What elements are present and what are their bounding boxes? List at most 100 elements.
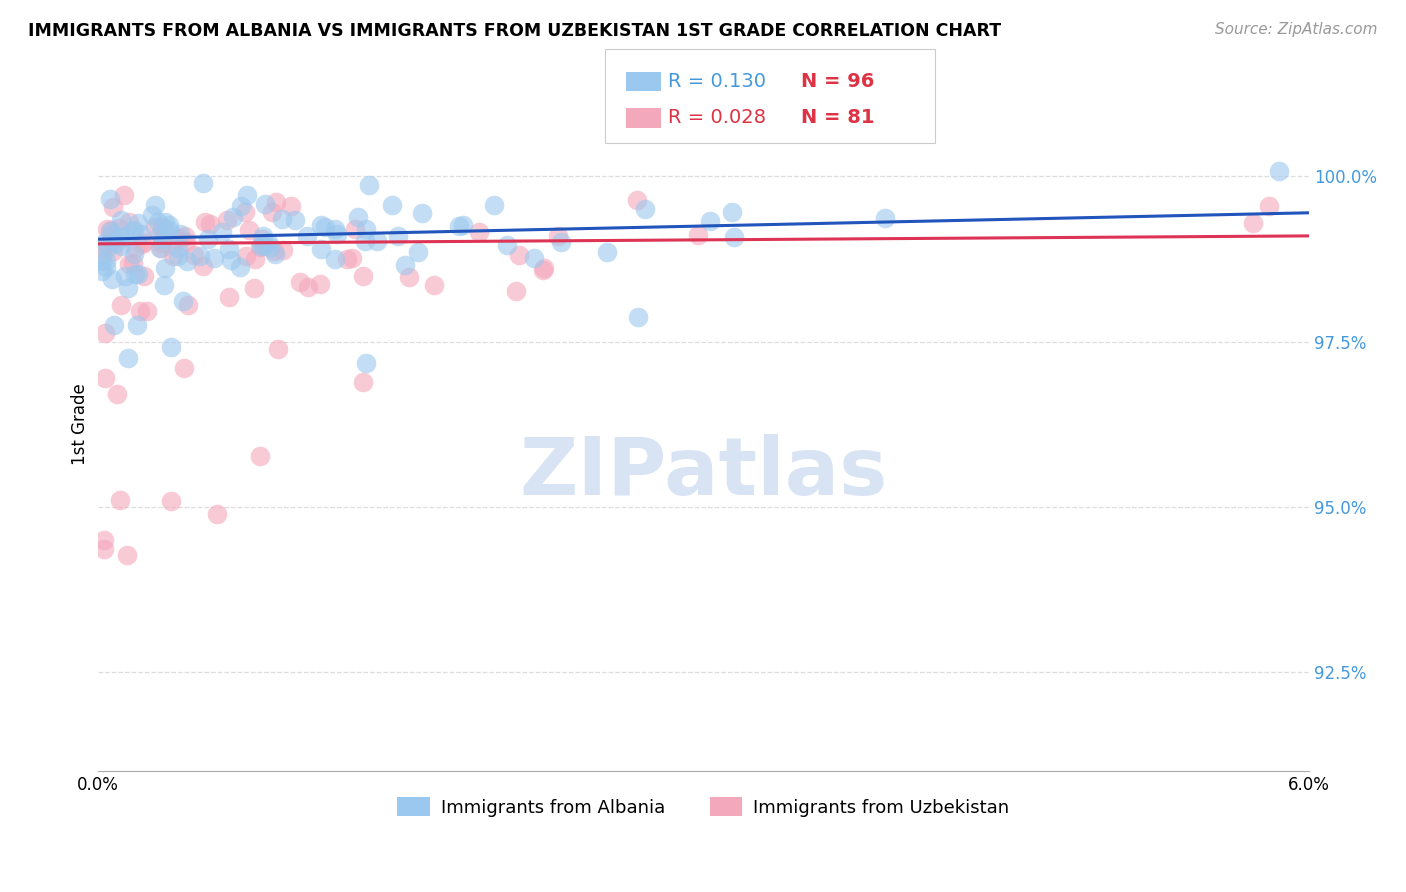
Point	[108, 492, 131, 507]
Point	[193, 260, 215, 274]
Point	[271, 244, 294, 258]
Point	[96, 222, 118, 236]
Point	[235, 204, 257, 219]
Text: N = 81: N = 81	[801, 109, 875, 128]
Point	[101, 244, 124, 258]
Point	[93, 533, 115, 548]
Legend: Immigrants from Albania, Immigrants from Uzbekistan: Immigrants from Albania, Immigrants from…	[389, 790, 1017, 824]
Point	[96, 253, 118, 268]
Point	[406, 245, 429, 260]
Point	[197, 232, 219, 246]
Point	[523, 251, 546, 265]
Point	[155, 261, 177, 276]
Point	[169, 227, 191, 242]
Point	[381, 197, 404, 211]
Point	[482, 198, 505, 212]
Point	[183, 247, 205, 261]
Point	[222, 210, 245, 224]
Point	[354, 356, 377, 370]
Point	[249, 240, 271, 254]
Point	[149, 241, 172, 255]
Point	[159, 340, 181, 354]
Point	[101, 234, 124, 248]
Point	[259, 240, 281, 254]
Point	[423, 277, 446, 292]
Point	[97, 240, 120, 254]
Point	[394, 258, 416, 272]
Point	[177, 298, 200, 312]
Point	[117, 548, 139, 562]
Point	[340, 251, 363, 265]
Text: N = 96: N = 96	[801, 72, 875, 91]
Text: IMMIGRANTS FROM ALBANIA VS IMMIGRANTS FROM UZBEKISTAN 1ST GRADE CORRELATION CHAR: IMMIGRANTS FROM ALBANIA VS IMMIGRANTS FR…	[28, 22, 1001, 40]
Point	[288, 275, 311, 289]
Point	[122, 256, 145, 270]
Point	[94, 326, 117, 341]
Point	[162, 249, 184, 263]
Point	[249, 239, 271, 253]
Point	[152, 278, 174, 293]
Text: ZIPatlas: ZIPatlas	[519, 434, 887, 512]
Point	[236, 187, 259, 202]
Point	[169, 230, 191, 244]
Point	[165, 232, 187, 246]
Point	[110, 298, 132, 312]
Point	[252, 238, 274, 252]
Point	[159, 494, 181, 508]
Point	[134, 268, 156, 283]
Point	[531, 262, 554, 277]
Point	[152, 219, 174, 234]
Point	[1268, 164, 1291, 178]
Point	[336, 252, 359, 266]
Point	[267, 342, 290, 356]
Point	[387, 229, 409, 244]
Point	[121, 225, 143, 239]
Point	[271, 212, 294, 227]
Point	[141, 208, 163, 222]
Point	[157, 222, 180, 236]
Point	[633, 202, 655, 217]
Point	[249, 449, 271, 463]
Point	[219, 253, 242, 268]
Point	[311, 242, 333, 256]
Point	[129, 227, 152, 241]
Point	[174, 229, 197, 244]
Point	[110, 239, 132, 253]
Point	[150, 235, 173, 250]
Point	[243, 252, 266, 266]
Point	[118, 215, 141, 229]
Point	[100, 227, 122, 241]
Text: R = 0.028: R = 0.028	[668, 109, 766, 128]
Point	[117, 280, 139, 294]
Point	[173, 361, 195, 376]
Point	[93, 542, 115, 557]
Point	[215, 213, 238, 227]
Point	[150, 220, 173, 235]
Point	[346, 210, 368, 224]
Point	[218, 242, 240, 256]
Point	[398, 270, 420, 285]
Point	[172, 293, 194, 308]
Point	[467, 225, 489, 239]
Point	[253, 197, 276, 211]
Point	[155, 215, 177, 229]
Point	[127, 216, 149, 230]
Point	[131, 237, 153, 252]
Point	[352, 375, 374, 389]
Point	[90, 254, 112, 268]
Point	[323, 252, 346, 266]
Point	[174, 235, 197, 249]
Point	[146, 215, 169, 229]
Point	[90, 241, 112, 255]
Point	[136, 303, 159, 318]
Point	[235, 249, 257, 263]
Point	[596, 245, 619, 260]
Point	[264, 194, 287, 209]
Point	[229, 260, 252, 275]
Point	[262, 205, 284, 219]
Text: R = 0.130: R = 0.130	[668, 72, 766, 91]
Point	[166, 241, 188, 255]
Point	[218, 290, 240, 304]
Point	[198, 217, 221, 231]
Point	[297, 279, 319, 293]
